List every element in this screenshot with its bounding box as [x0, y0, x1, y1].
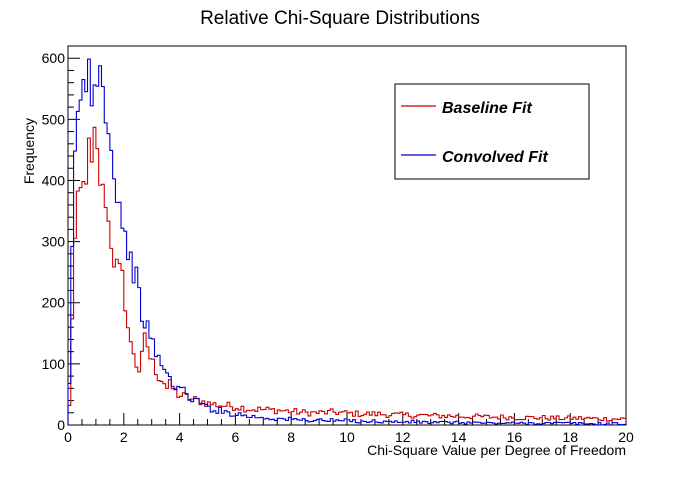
x-tick-label: 14 — [451, 429, 467, 445]
x-tick-label: 8 — [287, 429, 295, 445]
x-tick-label: 6 — [232, 429, 240, 445]
y-tick-label: 200 — [42, 295, 66, 311]
y-tick-label: 100 — [42, 356, 66, 372]
series-convolved-fit-histogram — [67, 58, 626, 426]
legend-label-baseline-fit: Baseline Fit — [442, 100, 532, 117]
series-layer — [67, 58, 626, 426]
y-tick-label: 500 — [42, 111, 66, 127]
x-tick-label: 2 — [120, 429, 128, 445]
x-tick-label: 20 — [618, 429, 634, 445]
x-axis: 0 2 4 6 8 10 12 14 16 18 20 — [64, 413, 634, 445]
x-tick-label: 16 — [507, 429, 523, 445]
y-tick-label: 600 — [42, 50, 66, 66]
y-tick-label: 400 — [42, 172, 66, 188]
legend: Baseline Fit Convolved Fit — [394, 83, 590, 180]
x-tick-label: 10 — [339, 429, 355, 445]
chart-title: Relative Chi-Square Distributions — [200, 8, 480, 29]
legend-label-convolved-fit: Convolved Fit — [442, 149, 548, 166]
x-axis-label: Chi-Square Value per Degree of Freedom — [367, 442, 626, 458]
y-tick-label: 300 — [42, 234, 66, 250]
x-tick-label: 12 — [395, 429, 411, 445]
y-tick-label: 0 — [57, 417, 65, 433]
series-baseline-fit-histogram — [67, 126, 626, 425]
x-tick-label: 18 — [562, 429, 578, 445]
x-tick-label: 4 — [176, 429, 184, 445]
y-axis: 0 100 200 300 400 500 600 — [42, 45, 80, 433]
legend-box — [394, 83, 590, 180]
y-axis-label: Frequency — [21, 118, 37, 184]
x-tick-label: 0 — [64, 429, 72, 445]
